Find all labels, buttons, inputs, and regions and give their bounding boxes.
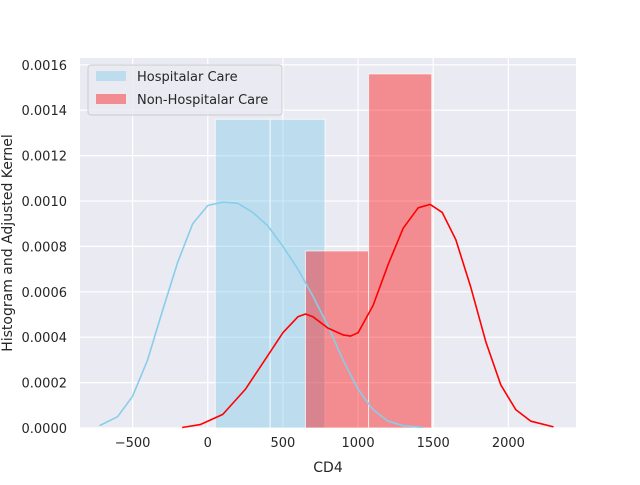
y-tick-label: 0.0014 <box>22 104 68 119</box>
x-tick-label: −500 <box>115 436 151 451</box>
y-axis-label: Histogram and Adjusted Kernel <box>0 134 16 352</box>
y-tick-label: 0.0000 <box>22 422 68 437</box>
histogram-bar-non-hospitalar <box>304 250 370 429</box>
y-tick-label: 0.0008 <box>22 240 68 255</box>
y-tick-label: 0.0012 <box>22 150 68 165</box>
x-tick-label: 2000 <box>492 436 525 451</box>
x-tick-labels: −500 0 500 1000 1500 2000 <box>115 436 525 451</box>
plot-area <box>80 58 576 428</box>
histogram-bar-non-hospitalar <box>368 73 433 429</box>
y-tick-label: 0.0006 <box>22 286 68 301</box>
y-tick-label: 0.0002 <box>22 377 68 392</box>
y-tick-label: 0.0004 <box>22 331 68 346</box>
x-tick-label: 1000 <box>342 436 375 451</box>
legend-box <box>87 64 283 116</box>
y-tick-labels: 0.0000 0.0002 0.0004 0.0006 0.0008 0.0010 0.00… <box>22 59 68 437</box>
legend-label-non-hospitalar: Non-Hospitalar Care <box>137 93 268 108</box>
x-tick-label: 1500 <box>417 436 450 451</box>
kde-line-hospitalar <box>99 201 423 429</box>
legend-label-hospitalar: Hospitalar Care <box>137 70 238 85</box>
y-tick-label: 0.0010 <box>22 195 68 210</box>
x-tick-label: 0 <box>204 436 212 451</box>
kde-line-non-hospitalar <box>182 203 554 429</box>
legend-swatch-non-hospitalar <box>96 94 126 104</box>
histogram-bar-hospitalar <box>214 118 271 429</box>
legend: Hospitalar Care Non-Hospitalar Care <box>87 64 283 116</box>
kde-curves <box>99 201 554 429</box>
histogram-bar-hospitalar <box>269 118 326 429</box>
legend-swatch-hospitalar <box>96 71 126 81</box>
x-tick-label: 500 <box>270 436 295 451</box>
histogram-bars <box>214 73 433 429</box>
y-tick-label: 0.0016 <box>22 59 68 74</box>
x-axis-label: CD4 <box>313 460 343 476</box>
